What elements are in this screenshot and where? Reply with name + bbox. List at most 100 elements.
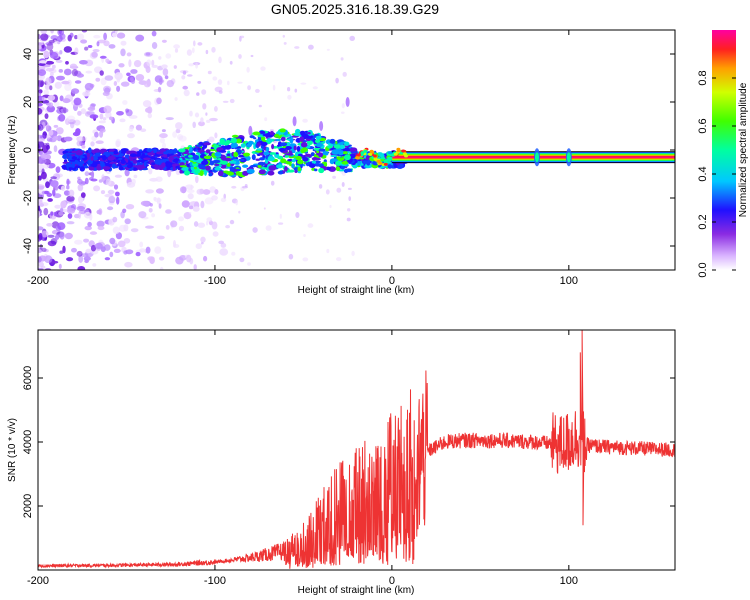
noise-blob (38, 107, 43, 115)
noise-blob (39, 203, 44, 207)
noise-blob (63, 107, 67, 114)
signal-blob (300, 141, 308, 148)
signal-blob (220, 160, 229, 165)
noise-blob (294, 88, 298, 93)
noise-blob (40, 33, 49, 41)
noise-blob (238, 54, 242, 59)
signal-blob (377, 152, 383, 155)
noise-blob (186, 49, 192, 56)
noise-blob (175, 256, 184, 265)
noise-blob (272, 84, 276, 91)
signal-blob (349, 147, 358, 152)
noise-blob (109, 116, 114, 121)
noise-blob (151, 30, 157, 37)
noise-blob (191, 47, 195, 54)
noise-blob (81, 145, 86, 149)
noise-blob (96, 41, 100, 47)
signal-blob (252, 131, 261, 136)
noise-blob (244, 184, 248, 188)
signal-blob (360, 151, 365, 155)
signal-blob (383, 162, 388, 166)
noise-blob (80, 108, 87, 115)
snr-axes: -200 -100 0 100 2000 4000 6000 (22, 330, 675, 587)
noise-blob (43, 89, 49, 96)
signal-blob (302, 157, 309, 162)
signal-blob (308, 163, 316, 168)
noise-blob (263, 207, 266, 210)
noise-blob (59, 231, 65, 240)
noise-blob (77, 184, 84, 192)
signal-blob (69, 159, 76, 162)
snr-series-line (38, 330, 675, 569)
noise-blob (247, 262, 251, 266)
noise-blob (195, 175, 199, 184)
signal-blob (75, 165, 81, 169)
noise-blob (68, 189, 75, 197)
signal-blob (280, 158, 287, 164)
noise-blob (99, 70, 104, 76)
spectrogram-x-tick-label: -200 (27, 275, 49, 287)
noise-blob (162, 142, 166, 149)
noise-blob (158, 203, 162, 209)
noise-blob (116, 196, 120, 205)
noise-blob (151, 213, 156, 218)
spectrogram-x-label: Height of straight line (km) (298, 285, 415, 296)
signal-blob (226, 153, 231, 157)
noise-blob (197, 42, 203, 46)
noise-blob (122, 100, 128, 105)
noise-blob (112, 32, 118, 38)
noise-blob (237, 81, 243, 84)
signal-blob (393, 152, 398, 156)
signal-blob (291, 163, 295, 169)
signal-blob (297, 167, 302, 172)
noise-blob (197, 80, 202, 84)
noise-blob (83, 256, 91, 261)
noise-blob (165, 117, 174, 121)
noise-blob (151, 64, 159, 68)
noise-blob (90, 244, 97, 252)
noise-blob (38, 226, 44, 231)
signal-blob (318, 152, 324, 158)
noise-blob (89, 114, 99, 119)
noise-blob (239, 257, 245, 263)
noise-blob (158, 256, 165, 261)
noise-blob (114, 174, 122, 178)
noise-blob (198, 121, 205, 127)
noise-blob (70, 121, 75, 129)
noise-blob (38, 45, 42, 51)
noise-blob (56, 135, 62, 142)
signal-blob (268, 165, 277, 171)
signal-blob (246, 168, 255, 174)
noise-blob (74, 35, 78, 40)
noise-blob (49, 51, 59, 59)
signal-blob (143, 157, 151, 161)
noise-blob (104, 257, 111, 261)
colorbar-tick-label: 0.4 (697, 166, 709, 181)
noise-blob (318, 184, 323, 189)
signal-blob (150, 156, 157, 160)
noise-blob (181, 200, 190, 208)
noise-blob (206, 220, 209, 226)
noise-blob (64, 232, 73, 240)
noise-blob (44, 113, 49, 119)
noise-blob (269, 129, 274, 132)
signal-blob (79, 166, 86, 172)
noise-blob (38, 138, 45, 142)
signal-blob (247, 140, 254, 145)
noise-blob (287, 94, 292, 100)
noise-blob (84, 46, 89, 51)
signal-blob (229, 166, 235, 172)
noise-blob (288, 253, 294, 260)
noise-blob (189, 211, 192, 215)
noise-blob (122, 208, 127, 213)
noise-blob (79, 60, 88, 65)
signal-blob (214, 163, 220, 166)
signal-blob (193, 166, 197, 170)
noise-blob (97, 226, 105, 231)
signal-blob (113, 150, 119, 155)
noise-blob (41, 230, 49, 238)
noise-blob (252, 227, 258, 233)
noise-blob (201, 89, 207, 95)
noise-blob (196, 188, 204, 195)
noise-blob (193, 221, 199, 227)
